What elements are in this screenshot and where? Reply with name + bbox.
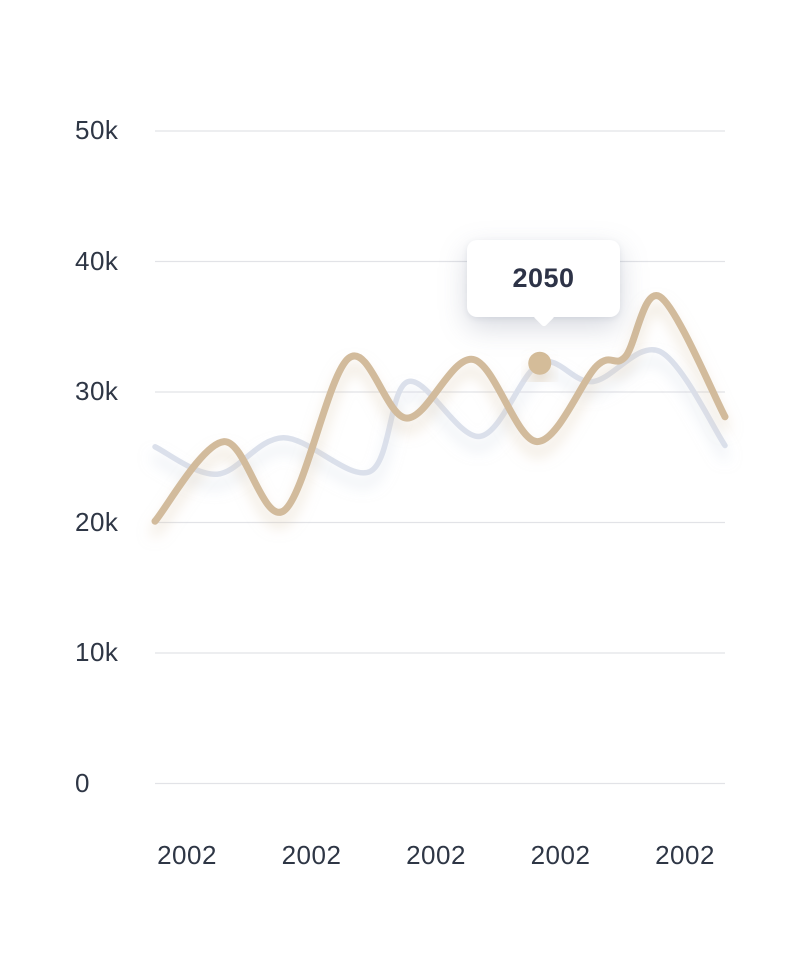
series-layer	[151, 292, 729, 525]
tooltip: 2050	[467, 240, 620, 328]
y-tick-label: 0	[75, 767, 90, 798]
y-tick-label: 40k	[75, 245, 119, 276]
y-tick-label: 30k	[75, 375, 119, 406]
y-tick-label: 50k	[75, 114, 119, 145]
tooltip-value: 2050	[512, 263, 575, 293]
muted-series-line	[152, 346, 728, 477]
x-tick-label: 2002	[655, 840, 715, 870]
x-tick-label: 2002	[157, 840, 217, 870]
x-tick-label: 2002	[281, 840, 342, 870]
x-tick-label: 2002	[530, 840, 591, 870]
accent-series-line	[151, 292, 729, 525]
y-tick-label: 20k	[75, 506, 119, 537]
highlight-dot[interactable]	[528, 351, 552, 375]
x-tick-label: 2002	[406, 840, 466, 870]
y-tick-label: 10k	[75, 636, 119, 667]
